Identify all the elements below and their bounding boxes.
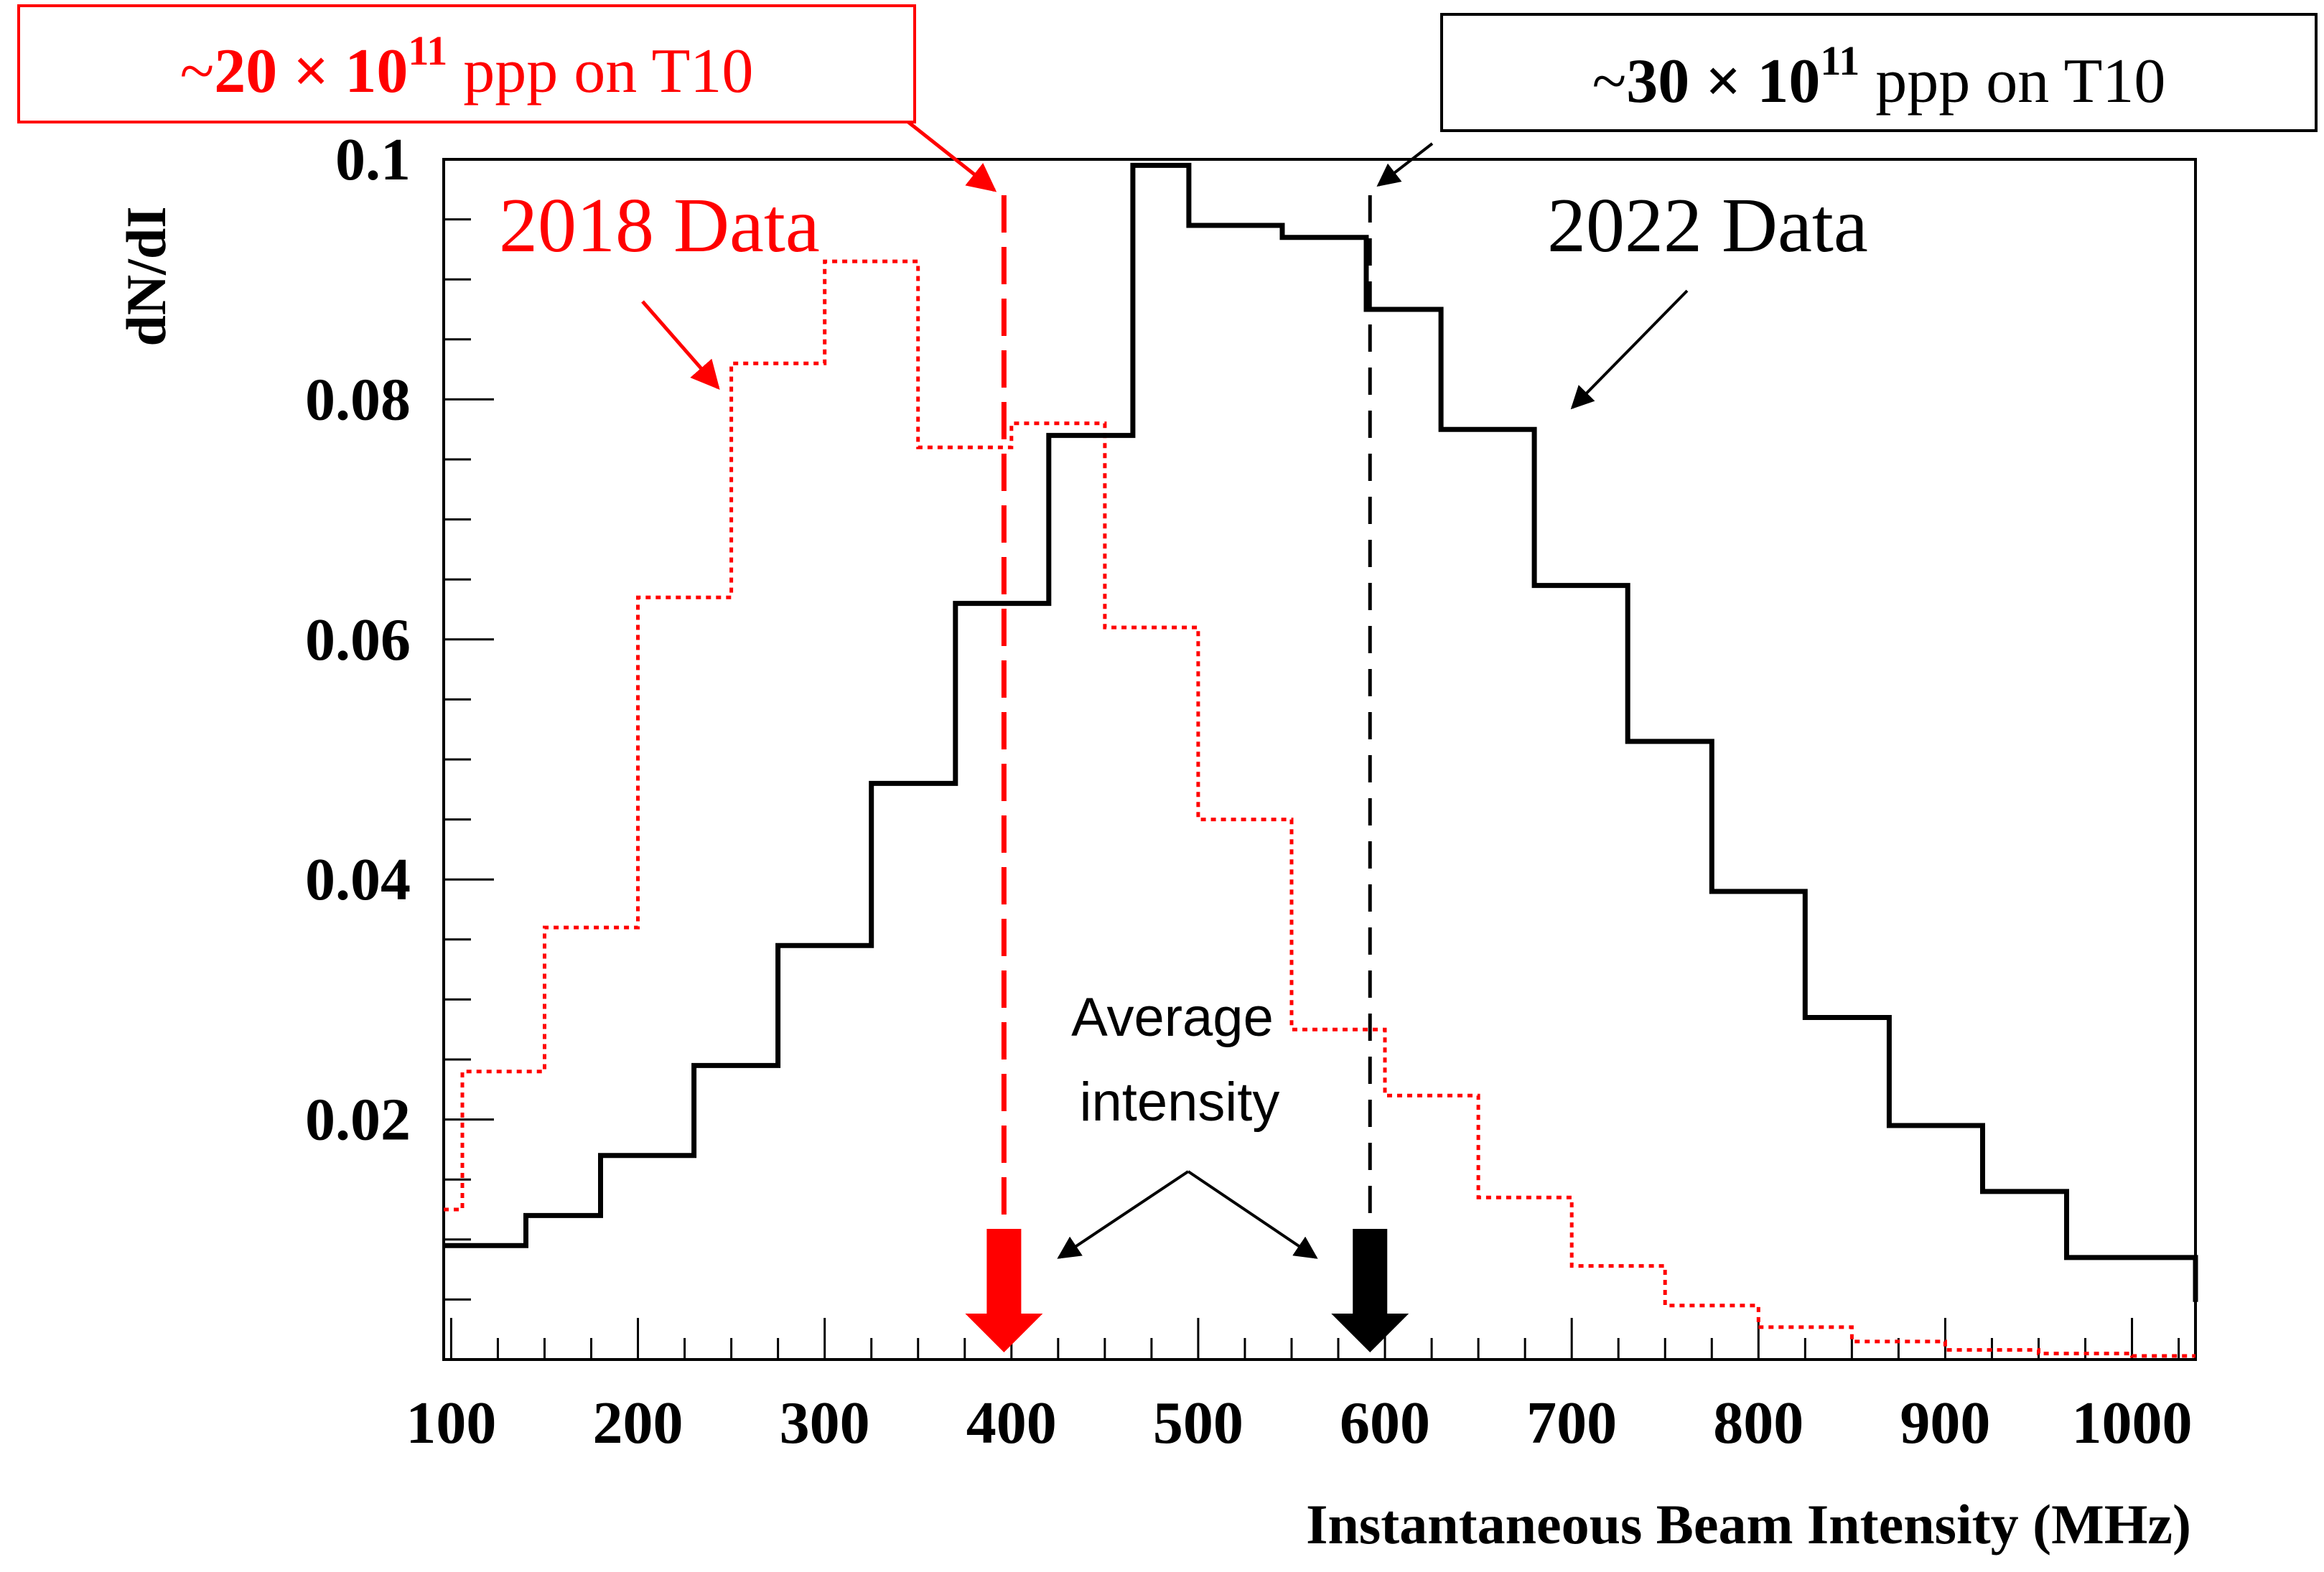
series-2018-histogram: [444, 259, 2195, 1358]
y-tick-label: 0.08: [305, 366, 411, 433]
x-tick-label: 400: [966, 1390, 1057, 1456]
y-tick-label: 0.06: [305, 607, 411, 673]
x-axis-ticks: 100 200 300 400 500 600 700 800 900 1000: [406, 1318, 2193, 1456]
average-label-line1: Average: [1071, 987, 1274, 1048]
annotation-box-2018: [17, 4, 916, 123]
x-tick-label: 200: [593, 1390, 683, 1456]
x-tick-label: 900: [1900, 1390, 1990, 1456]
y-tick-label: 0.1: [335, 126, 411, 193]
series-label-2022: 2022 Data: [1547, 183, 1868, 268]
y-tick-label: 0.02: [305, 1087, 411, 1154]
x-tick-label: 100: [406, 1390, 496, 1456]
x-tick-label: 300: [780, 1390, 870, 1456]
average-label-line2: intensity: [1080, 1072, 1280, 1133]
x-tick-label: 600: [1340, 1390, 1430, 1456]
x-tick-label: 1000: [2072, 1390, 2193, 1456]
y-tick-label: 0.04: [305, 846, 411, 913]
series-2022-histogram: [444, 162, 2198, 1302]
annotation-box-2022: [1440, 13, 2318, 132]
annotation-pointer-2022: [1376, 142, 1434, 187]
series-group: [444, 162, 2198, 1358]
y-axis-title: dN/dI: [115, 206, 177, 346]
series-pointer-2018: [641, 300, 720, 390]
x-tick-label: 500: [1153, 1390, 1243, 1456]
series-pointer-2022: [1570, 289, 1689, 410]
plot-frame: [442, 158, 2197, 1361]
avg-2018-arrow-icon: [965, 1229, 1043, 1352]
annotation-text-2022: ~30 × 1011 ppp on T10: [1592, 37, 2166, 116]
series-label-2018: 2018 Data: [499, 183, 820, 268]
annotation-pointer-2018: [907, 121, 997, 192]
average-pointer-left: [1057, 1170, 1190, 1259]
x-tick-label: 700: [1526, 1390, 1617, 1456]
annotation-text-2018: ~20 × 1011 ppp on T10: [180, 27, 754, 106]
x-axis-title: Instantaneous Beam Intensity (MHz): [1306, 1493, 2191, 1555]
x-tick-label: 800: [1713, 1390, 1803, 1456]
y-axis-ticks: 0.02 0.04 0.06 0.08 0.1: [305, 126, 494, 1301]
avg-2022-arrow-icon: [1331, 1229, 1409, 1352]
average-pointer-right: [1187, 1170, 1318, 1259]
